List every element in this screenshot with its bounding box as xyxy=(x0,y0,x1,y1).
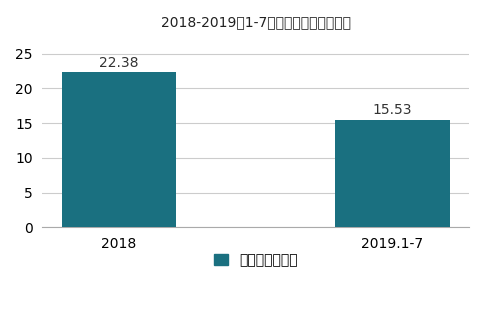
Legend: 进口量（万吨）: 进口量（万吨） xyxy=(208,248,303,273)
Bar xyxy=(335,120,450,228)
Text: 15.53: 15.53 xyxy=(373,103,412,117)
Title: 2018-2019年1-7月中国面粉产品进口量: 2018-2019年1-7月中国面粉产品进口量 xyxy=(161,15,351,29)
Text: 22.38: 22.38 xyxy=(99,56,139,70)
Bar xyxy=(62,72,177,228)
